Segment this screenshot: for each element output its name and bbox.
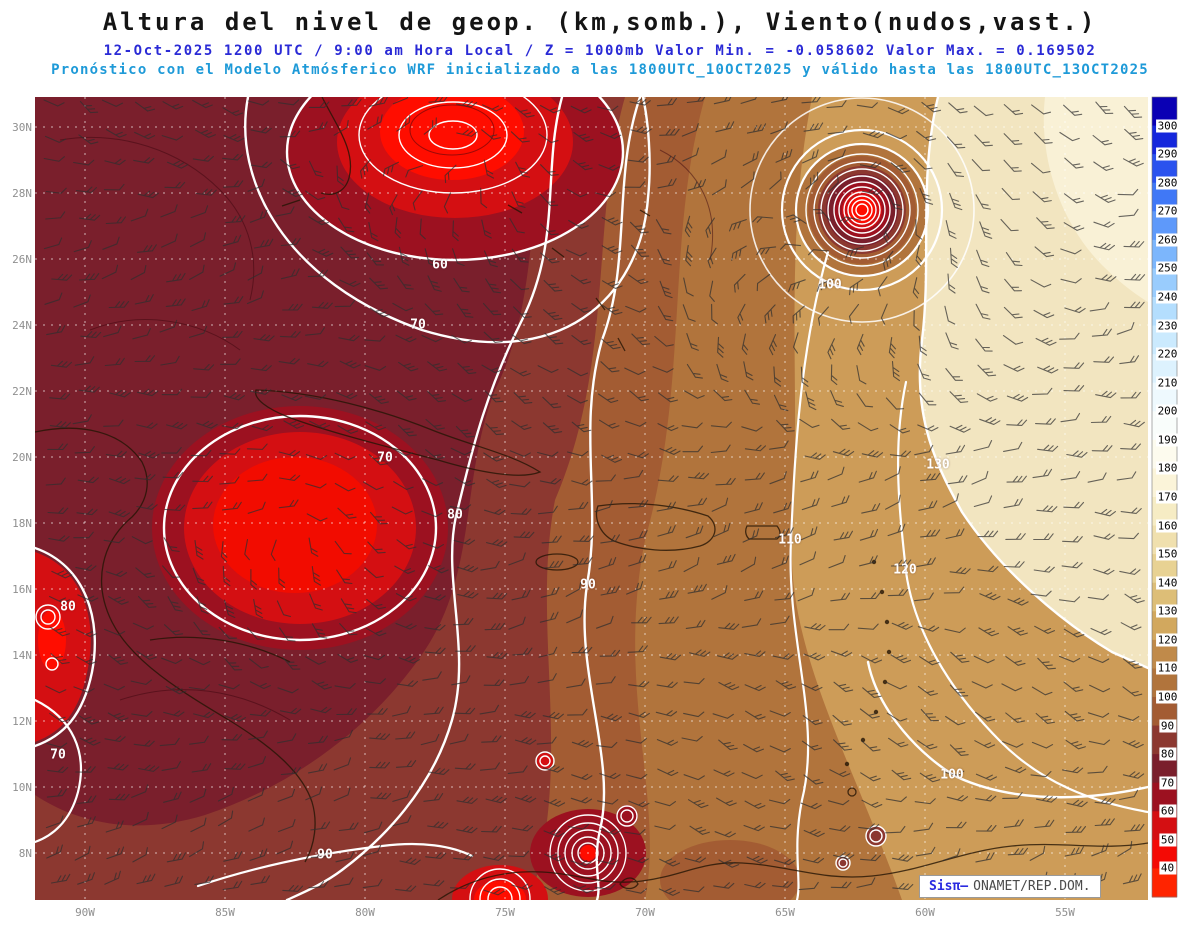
header: Altura del nivel de geop. (km,somb.), Vi… (0, 0, 1200, 78)
shaded-field (35, 97, 1148, 900)
grid-lines (35, 97, 1148, 900)
colorbar (1151, 96, 1178, 898)
subtitle-validity: 12-Oct-2025 1200 UTC / 9:00 am Hora Loca… (103, 43, 1097, 59)
subtitle-model-info: Pronóstico con el Modelo Atmósferico WRF… (51, 62, 1149, 78)
dark-contours (59, 104, 714, 721)
watermark: Sisπ– ONAMET/REP.DOM. (919, 875, 1101, 898)
map-title: Altura del nivel de geop. (km,somb.), Vi… (102, 8, 1098, 36)
watermark-org: ONAMET/REP.DOM. (973, 879, 1091, 894)
tropical-cyclone (796, 144, 928, 276)
watermark-brand: Sisπ– (929, 879, 969, 894)
wind-barbs (43, 97, 1146, 896)
